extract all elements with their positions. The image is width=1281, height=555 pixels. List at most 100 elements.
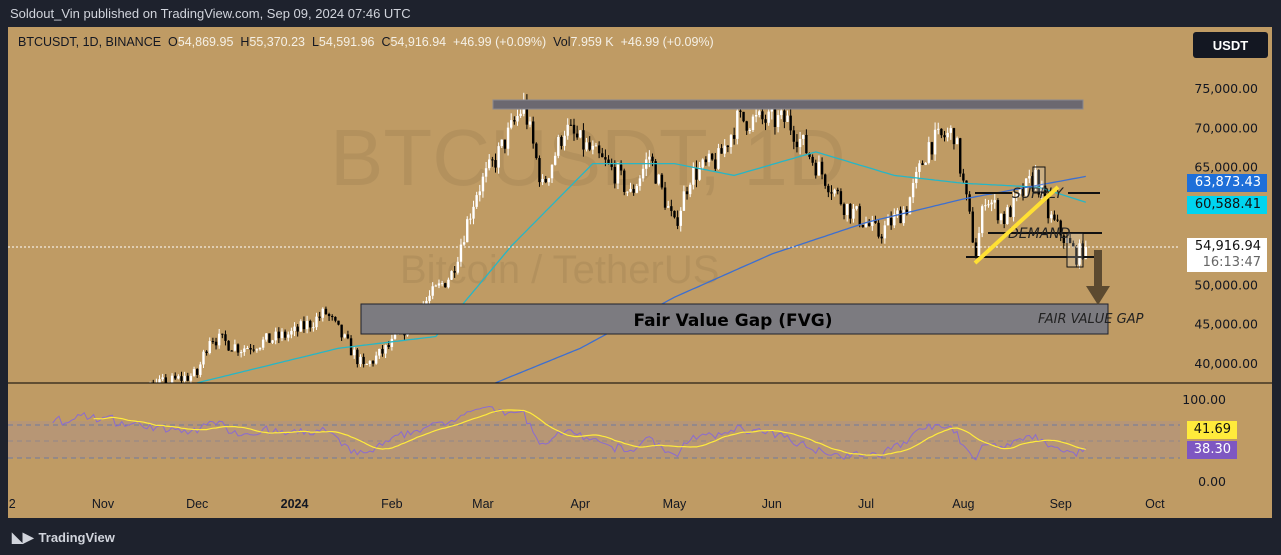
candle-body bbox=[258, 347, 262, 350]
candle-body bbox=[952, 128, 956, 145]
candle-body bbox=[798, 138, 802, 148]
candle-body bbox=[710, 153, 714, 160]
candle-body bbox=[557, 136, 560, 156]
currency-button[interactable]: USDT bbox=[1193, 32, 1268, 58]
candle-body bbox=[255, 349, 259, 351]
candle-body bbox=[613, 166, 617, 184]
time-tick-label: May bbox=[663, 497, 687, 511]
candle-body bbox=[896, 210, 899, 215]
candle-body bbox=[742, 111, 745, 122]
candle-body bbox=[877, 222, 880, 237]
symbol-info[interactable]: BTCUSDT, 1D, BINANCE bbox=[18, 35, 162, 49]
candle-body bbox=[553, 155, 557, 165]
candle-body bbox=[139, 386, 141, 389]
ma200-price-tag: 63,873.43 bbox=[1187, 174, 1267, 192]
candle-body bbox=[214, 341, 218, 346]
candle-body bbox=[440, 283, 444, 285]
candle-body bbox=[99, 412, 101, 415]
candle-body bbox=[494, 160, 497, 168]
candle-body bbox=[177, 376, 180, 379]
candle-body bbox=[340, 324, 343, 338]
fvg-text: FAIR VALUE GAP bbox=[1038, 312, 1144, 327]
time-tick-label: Nov bbox=[92, 497, 115, 511]
candle-body bbox=[444, 283, 447, 288]
candle-body bbox=[849, 203, 852, 219]
candle-body bbox=[481, 176, 485, 192]
candle-body bbox=[723, 145, 726, 154]
candle-body bbox=[701, 159, 704, 168]
candle-body bbox=[824, 174, 827, 186]
candle-body bbox=[918, 163, 921, 172]
price-tick-label: 50,000.00 bbox=[1194, 277, 1258, 292]
time-tick-label: Apr bbox=[571, 497, 590, 511]
candle-body bbox=[572, 124, 576, 134]
candle-body bbox=[488, 159, 491, 169]
resistance-zone[interactable] bbox=[492, 99, 1084, 110]
candle-body bbox=[1046, 196, 1050, 219]
candle-body bbox=[974, 242, 978, 258]
demand-box[interactable] bbox=[1066, 232, 1084, 268]
candle-body bbox=[908, 197, 912, 215]
candle-body bbox=[867, 223, 871, 226]
candle-body bbox=[356, 349, 359, 365]
candle-body bbox=[1031, 176, 1034, 189]
candle-body bbox=[136, 386, 138, 391]
candle-body bbox=[324, 308, 328, 315]
candle-body bbox=[114, 395, 116, 405]
time-tick-label: Oct bbox=[1145, 497, 1165, 511]
candle-body bbox=[648, 156, 651, 160]
supply-box[interactable] bbox=[1032, 166, 1046, 193]
candle-body bbox=[127, 396, 129, 399]
trendline[interactable] bbox=[973, 185, 1060, 265]
candle-body bbox=[940, 128, 943, 136]
candle-body bbox=[180, 376, 183, 381]
candle-body bbox=[318, 316, 321, 318]
candle-body bbox=[491, 159, 494, 161]
ma50-line bbox=[197, 151, 1086, 383]
candle-body bbox=[1028, 176, 1031, 179]
candle-body bbox=[236, 344, 240, 353]
candle-body bbox=[704, 159, 708, 163]
candle-body bbox=[802, 134, 805, 139]
candle-body bbox=[500, 139, 503, 147]
candle-body bbox=[133, 390, 135, 393]
candle-body bbox=[170, 375, 174, 383]
candle-body bbox=[745, 121, 748, 131]
candle-body bbox=[748, 129, 752, 131]
candle-body bbox=[864, 223, 868, 227]
candle-body bbox=[949, 128, 952, 133]
candle-body bbox=[845, 203, 849, 216]
candle-body bbox=[773, 108, 777, 127]
candle-body bbox=[1075, 246, 1078, 265]
candle-body bbox=[886, 218, 890, 226]
candle-body bbox=[739, 110, 742, 112]
rsi-tag: 38.30 bbox=[1187, 441, 1237, 459]
candle-body bbox=[999, 213, 1003, 221]
time-tick-label: Mar bbox=[472, 497, 494, 511]
candle-body bbox=[224, 334, 227, 341]
candle-body bbox=[861, 224, 865, 227]
candle-body bbox=[990, 202, 993, 205]
candle-body bbox=[729, 135, 733, 148]
candle-body bbox=[1015, 194, 1018, 197]
candle-body bbox=[503, 139, 507, 149]
candle-body bbox=[604, 157, 607, 160]
candle-body bbox=[1002, 213, 1006, 224]
candle-body bbox=[789, 115, 792, 131]
candle-body bbox=[946, 132, 949, 138]
fvg-zone[interactable] bbox=[360, 303, 1109, 335]
candle-body bbox=[466, 219, 469, 243]
candle-body bbox=[472, 206, 475, 219]
candle-body bbox=[943, 135, 946, 138]
candle-body bbox=[343, 334, 346, 338]
down-arrow-icon[interactable] bbox=[1086, 250, 1110, 305]
candle-body bbox=[1006, 207, 1009, 224]
candle-body bbox=[955, 138, 959, 145]
time-axis: 2 Nov Dec 2024 Feb Mar Apr May Jun Jul Aug Sep Oct bbox=[9, 497, 1165, 511]
candle-body bbox=[1012, 196, 1015, 217]
candle-body bbox=[679, 210, 682, 226]
tradingview-logo[interactable]: ◣▶ TradingView bbox=[12, 529, 115, 546]
price-tick-label: 75,000.00 bbox=[1194, 81, 1258, 96]
candle-body bbox=[852, 208, 855, 219]
